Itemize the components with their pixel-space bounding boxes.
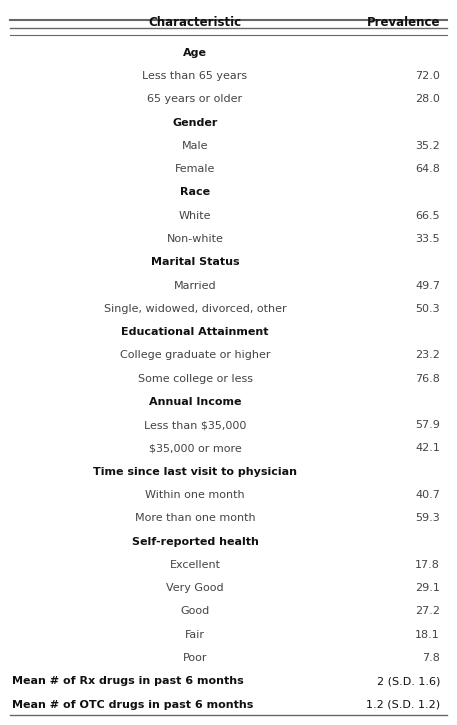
- Text: White: White: [179, 211, 211, 220]
- Text: Mean # of Rx drugs in past 6 months: Mean # of Rx drugs in past 6 months: [12, 676, 244, 687]
- Text: Prevalence: Prevalence: [367, 15, 440, 28]
- Text: 17.8: 17.8: [415, 560, 440, 570]
- Text: 28.0: 28.0: [415, 94, 440, 104]
- Text: Annual Income: Annual Income: [149, 397, 241, 407]
- Text: Non-white: Non-white: [166, 234, 223, 244]
- Text: Less than 65 years: Less than 65 years: [143, 71, 248, 81]
- Text: 33.5: 33.5: [415, 234, 440, 244]
- Text: 18.1: 18.1: [415, 630, 440, 639]
- Text: Characteristic: Characteristic: [149, 15, 242, 28]
- Text: Fair: Fair: [185, 630, 205, 639]
- Text: Race: Race: [180, 188, 210, 197]
- Text: Self-reported health: Self-reported health: [132, 536, 259, 547]
- Text: 65 years or older: 65 years or older: [148, 94, 243, 104]
- Text: 50.3: 50.3: [415, 304, 440, 314]
- Text: 57.9: 57.9: [415, 420, 440, 430]
- Text: Excellent: Excellent: [170, 560, 220, 570]
- Text: More than one month: More than one month: [135, 513, 255, 523]
- Text: 40.7: 40.7: [415, 490, 440, 500]
- Text: 59.3: 59.3: [415, 513, 440, 523]
- Text: 29.1: 29.1: [415, 583, 440, 593]
- Text: Good: Good: [181, 606, 210, 616]
- Text: Poor: Poor: [183, 653, 207, 663]
- Text: Some college or less: Some college or less: [138, 373, 253, 384]
- Text: 76.8: 76.8: [415, 373, 440, 384]
- Text: 2 (S.D. 1.6): 2 (S.D. 1.6): [377, 676, 440, 687]
- Text: Very Good: Very Good: [166, 583, 224, 593]
- Text: Male: Male: [182, 141, 208, 151]
- Text: Within one month: Within one month: [145, 490, 245, 500]
- Text: 64.8: 64.8: [415, 164, 440, 174]
- Text: Time since last visit to physician: Time since last visit to physician: [93, 467, 297, 477]
- Text: 35.2: 35.2: [415, 141, 440, 151]
- Text: Marital Status: Marital Status: [151, 257, 239, 268]
- Text: 23.2: 23.2: [415, 350, 440, 360]
- Text: Age: Age: [183, 48, 207, 58]
- Text: 1.2 (S.D. 1.2): 1.2 (S.D. 1.2): [366, 700, 440, 710]
- Text: Single, widowed, divorced, other: Single, widowed, divorced, other: [104, 304, 287, 314]
- Text: 72.0: 72.0: [415, 71, 440, 81]
- Text: Married: Married: [174, 281, 216, 291]
- Text: 49.7: 49.7: [415, 281, 440, 291]
- Text: College graduate or higher: College graduate or higher: [120, 350, 270, 360]
- Text: 27.2: 27.2: [415, 606, 440, 616]
- Text: 42.1: 42.1: [415, 444, 440, 454]
- Text: 66.5: 66.5: [415, 211, 440, 220]
- Text: Female: Female: [175, 164, 215, 174]
- Text: Less than $35,000: Less than $35,000: [144, 420, 246, 430]
- Text: $35,000 or more: $35,000 or more: [149, 444, 241, 454]
- Text: Mean # of OTC drugs in past 6 months: Mean # of OTC drugs in past 6 months: [12, 700, 253, 710]
- Text: 7.8: 7.8: [422, 653, 440, 663]
- Text: Gender: Gender: [172, 117, 218, 128]
- Text: Educational Attainment: Educational Attainment: [121, 327, 269, 337]
